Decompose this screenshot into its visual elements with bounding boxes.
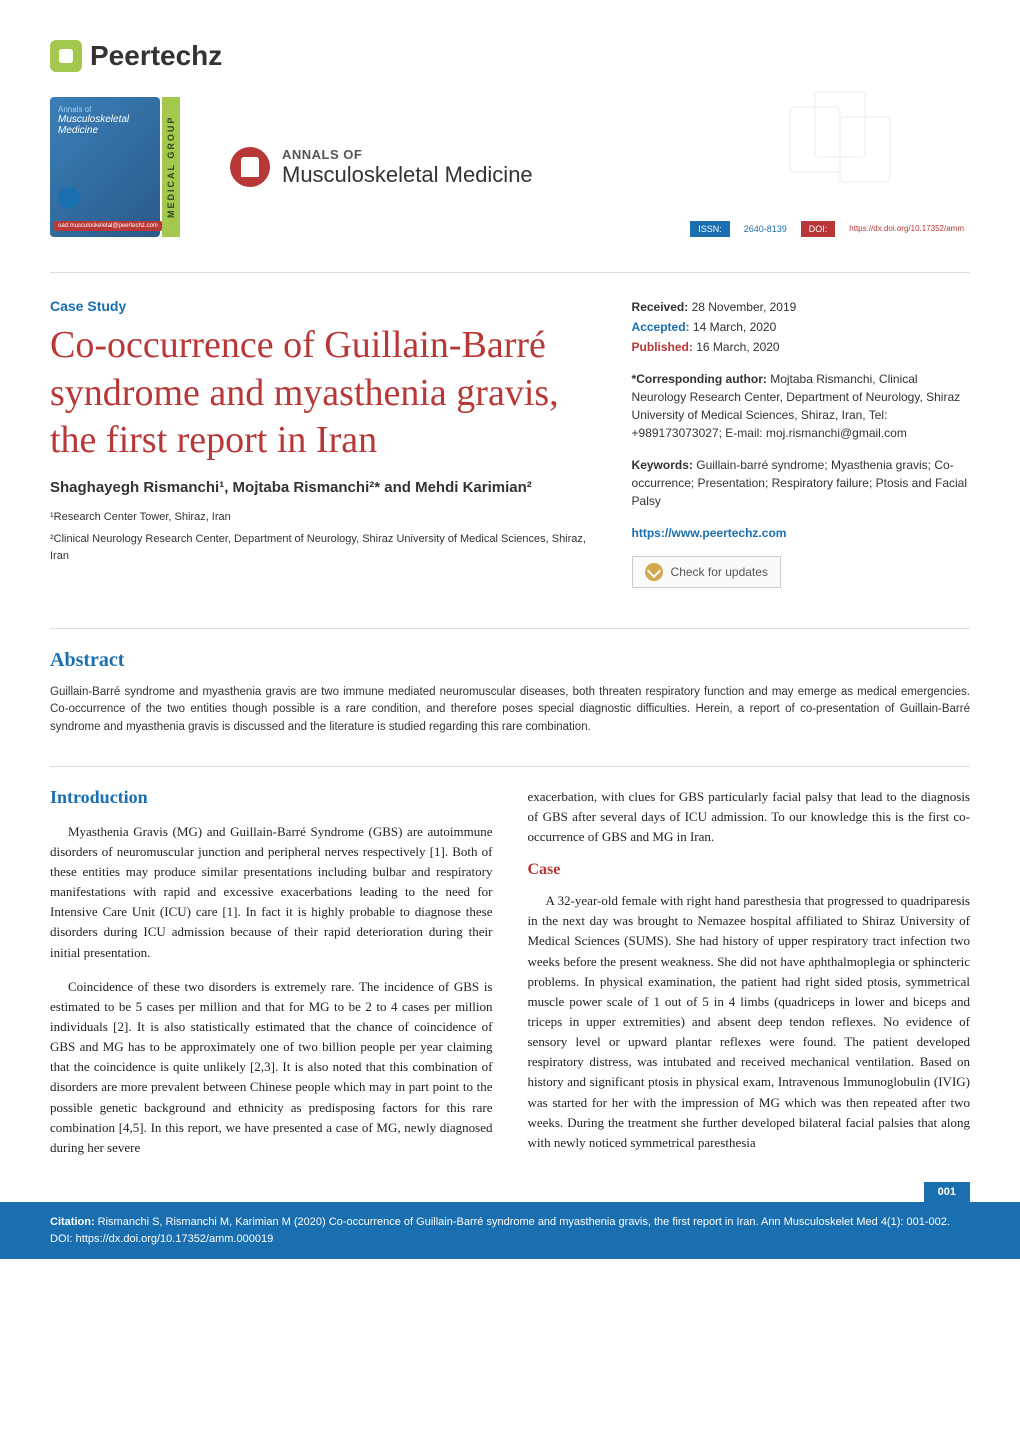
body-right-column: exacerbation, with clues for GBS particu… xyxy=(528,787,971,1172)
case-heading: Case xyxy=(528,861,971,879)
article-header-left: Case Study Co-occurrence of Guillain-Bar… xyxy=(50,298,592,588)
abstract-heading: Abstract xyxy=(50,649,970,672)
page-number: 001 xyxy=(924,1182,970,1202)
intro-paragraph-2: Coincidence of these two disorders is ex… xyxy=(50,977,493,1158)
body-section: Introduction Myasthenia Gravis (MG) and … xyxy=(50,766,970,1172)
journal-cover-thumbnail: Annals of Musculoskeletal Medicine oad.m… xyxy=(50,97,160,237)
received-line: Received: 28 November, 2019 xyxy=(632,298,970,316)
accepted-line: Accepted: 14 March, 2020 xyxy=(632,318,970,336)
check-updates-label: Check for updates xyxy=(671,563,768,581)
publisher-link[interactable]: https://www.peertechz.com xyxy=(632,524,970,542)
cover-badge-icon xyxy=(58,187,80,209)
issn-label: ISSN: xyxy=(690,221,730,237)
published-line: Published: 16 March, 2020 xyxy=(632,338,970,356)
check-updates-icon xyxy=(645,563,663,581)
affiliation-1: ¹Research Center Tower, Shiraz, Iran xyxy=(50,509,592,527)
issn-doi-row: ISSN: 2640-8139 DOI: https://dx.doi.org/… xyxy=(690,221,970,237)
body-left-column: Introduction Myasthenia Gravis (MG) and … xyxy=(50,787,493,1172)
cover-subtitle: Medicine xyxy=(58,125,152,136)
divider xyxy=(50,272,970,273)
journal-title-block: ANNALS OF Musculoskeletal Medicine xyxy=(230,147,533,188)
citation-footer: Citation: Rismanchi S, Rismanchi M, Kari… xyxy=(0,1202,1020,1259)
citation-text: Rismanchi S, Rismanchi M, Karimian M (20… xyxy=(50,1216,950,1245)
abstract-section: Abstract Guillain-Barré syndrome and mya… xyxy=(50,628,970,736)
intro-paragraph-1: Myasthenia Gravis (MG) and Guillain-Barr… xyxy=(50,822,493,963)
journal-main-title: Musculoskeletal Medicine xyxy=(282,162,533,188)
introduction-heading: Introduction xyxy=(50,787,493,808)
page-number-row: 001 xyxy=(50,1182,970,1202)
documents-watermark-icon xyxy=(770,87,910,202)
cover-title: Musculoskeletal xyxy=(58,114,152,125)
case-paragraph-1: A 32-year-old female with right hand par… xyxy=(528,891,971,1153)
doi-value[interactable]: https://dx.doi.org/10.17352/amm xyxy=(843,221,970,237)
cover-email: oad.musculoskeletal@peertechz.com xyxy=(54,221,162,231)
journal-icon xyxy=(230,147,270,187)
publisher-logo-text: Peertechz xyxy=(90,40,222,72)
abstract-text: Guillain-Barré syndrome and myasthenia g… xyxy=(50,684,970,736)
article-meta-sidebar: Received: 28 November, 2019 Accepted: 14… xyxy=(632,298,970,588)
journal-annals-label: ANNALS OF xyxy=(282,147,533,162)
doi-label: DOI: xyxy=(801,221,836,237)
affiliation-2: ²Clinical Neurology Research Center, Dep… xyxy=(50,531,592,566)
cover-pretitle: Annals of xyxy=(58,105,152,114)
citation-label: Citation: xyxy=(50,1216,95,1228)
publisher-logo-icon xyxy=(50,40,82,72)
medical-group-tab: MEDICAL GROUP xyxy=(162,97,180,237)
article-type: Case Study xyxy=(50,298,592,314)
corresponding-author: *Corresponding author: Mojtaba Rismanchi… xyxy=(632,370,970,442)
publisher-logo: Peertechz xyxy=(50,40,970,72)
journal-header-banner: Annals of Musculoskeletal Medicine oad.m… xyxy=(50,97,970,237)
authors: Shaghayegh Rismanchi¹, Mojtaba Rismanchi… xyxy=(50,477,592,500)
intro-paragraph-3: exacerbation, with clues for GBS particu… xyxy=(528,787,971,847)
issn-value: 2640-8139 xyxy=(738,221,793,237)
article-title: Co-occurrence of Guillain-Barré syndrome… xyxy=(50,322,592,465)
keywords: Keywords: Guillain-barré syndrome; Myast… xyxy=(632,456,970,510)
check-updates-button[interactable]: Check for updates xyxy=(632,556,781,588)
